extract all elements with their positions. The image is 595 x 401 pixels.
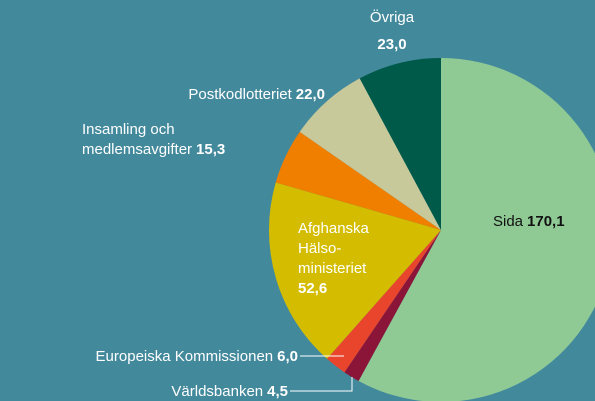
value-label: 170,1 xyxy=(527,213,565,230)
slice xyxy=(275,131,441,230)
value-label: 4,5 xyxy=(267,383,288,400)
category-name: Postkodlotteriet xyxy=(188,86,292,103)
leader-line xyxy=(290,377,353,392)
value-label: 15,3 xyxy=(196,141,226,158)
value-label: 6,0 xyxy=(277,348,298,365)
slice xyxy=(358,58,595,401)
value-label: 52,6 xyxy=(298,280,328,297)
slice-label: Världsbanken 4,5 xyxy=(171,382,288,401)
slice xyxy=(344,230,441,381)
slice xyxy=(299,78,441,230)
value-label: 22,0 xyxy=(295,86,325,103)
slice xyxy=(269,182,441,359)
category-name: Afghanska Hälso- ministeriet xyxy=(298,220,369,277)
slice-label: Afghanska Hälso- ministeriet 52,6 xyxy=(298,219,369,299)
slice-label: Europeiska Kommissionen 6,0 xyxy=(96,347,298,367)
category-name: Sida xyxy=(493,213,524,230)
slice-label: Sida 170,1 xyxy=(493,212,565,232)
slice-label: Insamling och medlemsavgifter 15,3 xyxy=(82,120,225,160)
category-name: Europeiska Kommissionen xyxy=(95,348,274,365)
slice xyxy=(359,58,441,230)
category-name: Övriga xyxy=(369,9,415,26)
slice xyxy=(326,230,441,373)
slices xyxy=(269,58,595,401)
category-name: Insamling och medlemsavgifter xyxy=(82,121,193,158)
value-label: 23,0 xyxy=(377,36,407,53)
category-name: Världsbanken xyxy=(171,383,264,400)
slice-label: Postkodlotteriet 22,0 xyxy=(188,85,325,105)
slice-label: Övriga 23,0 xyxy=(352,8,432,55)
